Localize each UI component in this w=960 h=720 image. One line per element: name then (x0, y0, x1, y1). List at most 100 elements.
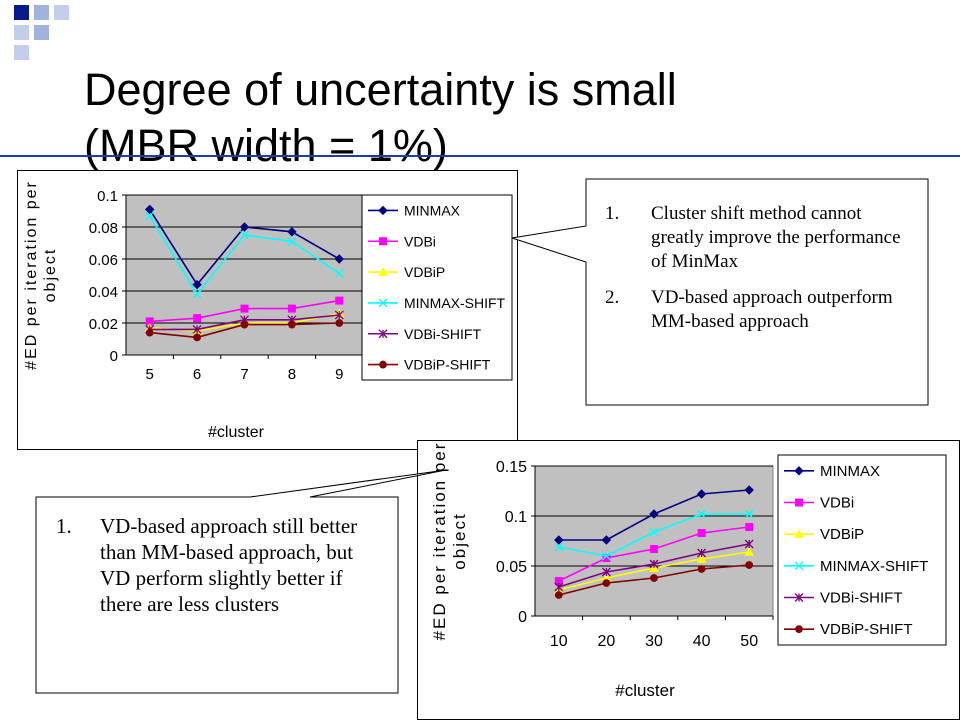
legend-marker (794, 529, 804, 538)
data-point (335, 319, 344, 327)
legend-marker (378, 205, 388, 216)
x-tick-label: 50 (740, 633, 758, 650)
data-point (240, 304, 249, 313)
x-tick-label: 6 (193, 366, 201, 383)
y-tick-label: 0.04 (89, 284, 118, 301)
x-tick-label: 8 (288, 366, 296, 383)
callout-1-item-text: VD-based approach outperform MM-based ap… (651, 287, 893, 332)
data-point (602, 579, 611, 587)
y-axis-label-line: #ED per iteration per (23, 180, 40, 370)
callout-2-item-text: VD-based approach still better than MM-b… (100, 514, 358, 616)
legend-entry-label: MINMAX (404, 202, 461, 218)
data-point (239, 222, 250, 232)
x-tick-label: 9 (335, 366, 343, 383)
plot-area (125, 194, 364, 356)
slide-title-line-2: (MBR width = 1%) (84, 120, 448, 171)
slide-title: Degree of uncertainty is small (MBR widt… (84, 62, 904, 174)
callout-1: 1. Cluster shift method cannot greatly i… (605, 202, 905, 346)
data-point (287, 236, 297, 246)
legend-entry-label: VDBi-SHIFT (404, 326, 481, 342)
y-tick-label: 0 (518, 609, 527, 626)
deco-square-light (54, 5, 69, 20)
data-point (192, 289, 202, 299)
legend-entry-label: VDBi (404, 233, 436, 249)
legend-marker (794, 593, 804, 602)
deco-square-light (14, 25, 29, 40)
x-tick-label: 10 (550, 633, 568, 650)
deco-square-light (14, 45, 29, 60)
x-tick-label: 30 (645, 633, 663, 650)
y-tick-label: 0.1 (97, 188, 118, 205)
y-tick-label: 0 (110, 348, 118, 365)
legend (777, 454, 947, 646)
data-point (144, 204, 155, 215)
y-tick-label: 0.15 (496, 459, 527, 476)
data-point (193, 314, 202, 323)
data-point (745, 523, 754, 531)
legend-entry-label: VDBiP (820, 526, 864, 543)
data-point (697, 529, 706, 537)
data-point (745, 561, 754, 569)
data-point (334, 254, 345, 264)
legend-entry-label: VDBiP-SHIFT (820, 621, 913, 638)
deco-square-light (34, 5, 49, 20)
y-axis-label: #ED per iteration perobject (430, 442, 469, 641)
data-point (240, 320, 249, 329)
legend-entry-label: VDBi-SHIFT (820, 590, 903, 607)
data-point (287, 227, 297, 237)
legend-entry-label: MINMAX (820, 463, 880, 480)
series-minmax-shift (145, 211, 344, 299)
series-vdbi-shift (554, 539, 754, 592)
y-tick-label: 0.06 (89, 252, 118, 269)
legend-marker (794, 466, 804, 476)
data-point (601, 551, 611, 561)
data-point (554, 591, 563, 599)
x-axis-label: #cluster (208, 424, 265, 441)
data-point (288, 320, 296, 329)
data-point (650, 545, 658, 553)
callout-1-item: 1. Cluster shift method cannot greatly i… (605, 202, 905, 274)
series-minmax-shift (554, 509, 754, 561)
data-point (334, 268, 344, 278)
chart-large-clusters: 0 0.05 0.1 0.15 10 20 30 40 50 #cluster #ED per it… (417, 440, 960, 720)
data-point (554, 542, 564, 552)
legend-marker (379, 360, 387, 369)
data-point (649, 527, 659, 537)
legend-marker (378, 267, 388, 276)
series-minmax (144, 204, 345, 290)
data-point (554, 582, 564, 592)
data-point (649, 509, 659, 519)
legend-entry-label: MINMAX-SHIFT (820, 558, 928, 575)
series-vdbip-shift (145, 319, 344, 342)
data-point (145, 211, 155, 221)
data-point (145, 328, 154, 337)
legend-marker (794, 561, 804, 571)
legend-entry-label: MINMAX-SHIFT (404, 295, 506, 311)
data-point (696, 489, 707, 499)
data-point (601, 567, 611, 577)
chart-small-clusters: 0 0.02 0.04 0.06 0.08 0.1 5 6 7 8 9 #cluster #ED per… (17, 170, 518, 450)
legend-entry-label: VDBiP (404, 264, 445, 280)
data-point (697, 509, 707, 519)
data-point (193, 333, 202, 342)
title-underline (0, 155, 960, 157)
data-point (287, 304, 296, 313)
data-point (335, 296, 344, 305)
data-point (744, 509, 754, 519)
y-axis-label-line: object (450, 512, 469, 569)
data-point (601, 535, 612, 545)
legend-marker (379, 237, 387, 246)
series-minmax (554, 485, 754, 545)
y-tick-label: 0.02 (89, 316, 118, 333)
data-point (696, 553, 707, 563)
chart-small-clusters-svg: 0 0.02 0.04 0.06 0.08 0.1 5 6 7 8 9 #cluster #ED per… (23, 180, 513, 441)
data-point (744, 485, 754, 495)
corner-decoration (0, 0, 80, 60)
x-tick-label: 7 (240, 366, 248, 383)
y-tick-label: 0.1 (505, 509, 527, 526)
y-tick-label: 0.05 (496, 559, 527, 576)
legend-entry-label: VDBiP-SHIFT (404, 357, 491, 373)
data-point (554, 535, 564, 545)
deco-square-navy (14, 5, 29, 20)
